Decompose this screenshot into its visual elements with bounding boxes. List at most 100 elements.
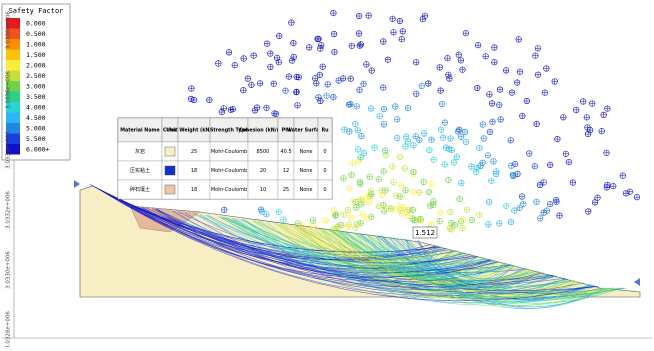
slip-line	[404, 238, 445, 260]
center-point	[626, 188, 633, 195]
point-cross	[437, 87, 444, 94]
center-point	[442, 144, 450, 151]
point-cross	[604, 182, 611, 188]
center-point	[334, 224, 341, 231]
point-cross	[482, 53, 489, 60]
point-cross	[290, 40, 297, 46]
point-cross	[356, 87, 363, 93]
point-cross	[368, 214, 374, 220]
center-point	[400, 204, 407, 211]
center-point	[322, 217, 329, 224]
point-cross	[357, 220, 364, 226]
cell-text: Mohr-Coulomb	[211, 149, 247, 155]
point-cross	[456, 196, 463, 202]
center-point	[462, 30, 470, 37]
center-point	[358, 133, 365, 140]
point-cross	[446, 146, 452, 152]
point-cross	[509, 89, 515, 96]
point-cross	[412, 133, 419, 140]
center-point	[541, 89, 549, 96]
center-point	[474, 84, 481, 92]
point-cross	[431, 156, 437, 163]
center-point	[537, 215, 544, 222]
center-point	[289, 57, 296, 64]
center-point	[380, 121, 388, 128]
center-point	[346, 185, 353, 192]
center-point	[390, 179, 397, 186]
point-cross	[410, 189, 417, 195]
center-point	[330, 93, 337, 101]
center-point	[427, 202, 434, 209]
center-point	[421, 12, 429, 19]
center-point	[347, 75, 354, 82]
legend-label: 1.000	[26, 41, 46, 49]
center-point	[445, 177, 452, 184]
center-point	[341, 126, 348, 133]
point-cross	[340, 175, 347, 182]
point-cross	[485, 152, 491, 159]
slip-line	[172, 210, 602, 304]
center-point	[583, 114, 590, 121]
point-cross	[267, 50, 274, 57]
center-point	[345, 101, 353, 108]
center-point	[221, 206, 228, 213]
point-cross	[469, 217, 475, 223]
label-box	[412, 226, 438, 239]
point-cross	[276, 33, 282, 39]
center-point	[410, 189, 417, 196]
center-point	[399, 28, 406, 35]
point-cross	[488, 178, 495, 184]
center-point	[446, 145, 453, 152]
point-cross	[436, 218, 443, 224]
point-cross	[430, 202, 437, 208]
center-point	[486, 128, 494, 135]
slip-line	[296, 225, 434, 268]
point-cross	[419, 83, 425, 89]
point-cross	[486, 91, 493, 98]
header-text: Ru	[321, 128, 329, 134]
cell-text: 8500	[257, 149, 270, 155]
point-cross	[358, 201, 365, 208]
point-cross	[413, 59, 419, 66]
center-point	[318, 42, 325, 49]
point-cross	[331, 226, 337, 232]
point-cross	[317, 45, 324, 52]
point-cross	[366, 199, 372, 205]
point-cross	[389, 16, 396, 22]
center-point	[503, 67, 510, 74]
point-cross	[491, 44, 498, 51]
point-cross	[345, 207, 351, 213]
center-point	[485, 221, 492, 228]
slip-line	[222, 216, 612, 304]
cell-text: Mohr-Coulomb	[211, 187, 247, 193]
point-cross	[188, 96, 194, 102]
point-cross	[381, 121, 387, 128]
point-cross	[317, 72, 323, 78]
center-point	[398, 210, 405, 217]
point-cross	[392, 103, 399, 110]
center-point	[390, 206, 397, 213]
point-cross	[390, 206, 397, 213]
point-cross	[371, 144, 378, 151]
point-cross	[289, 57, 295, 64]
slip-line	[414, 239, 526, 280]
cell-text: 18	[191, 187, 197, 193]
cell-text: 25	[191, 149, 197, 155]
point-cross	[380, 38, 387, 45]
point-cross	[381, 208, 387, 215]
center-point	[425, 188, 433, 196]
center-point	[240, 55, 247, 62]
point-cross	[584, 124, 591, 131]
point-cross	[306, 44, 312, 51]
center-point	[532, 52, 539, 59]
center-point	[488, 177, 495, 184]
center-point	[448, 219, 455, 226]
point-cross	[537, 215, 543, 222]
center-point	[448, 226, 455, 233]
center-point	[598, 128, 605, 135]
center-point	[417, 216, 424, 223]
point-cross	[404, 208, 410, 215]
point-cross	[468, 163, 475, 170]
center-point	[475, 42, 482, 49]
point-cross	[598, 128, 605, 134]
